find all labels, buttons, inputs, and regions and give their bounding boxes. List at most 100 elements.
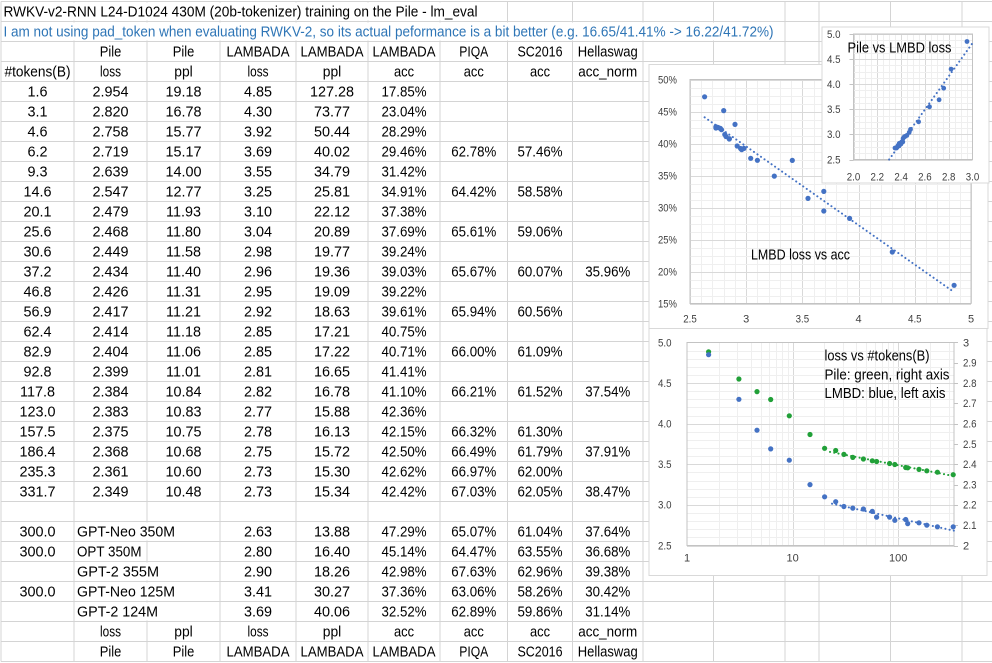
svg-text:3.41: 3.41 [244,584,272,600]
svg-text:39.24%: 39.24% [382,244,427,260]
svg-text:62.89%: 62.89% [451,604,496,620]
svg-text:11.18: 11.18 [166,324,201,340]
svg-text:2.8: 2.8 [963,378,977,390]
svg-text:Pile: Pile [100,644,122,660]
svg-text:GPT-2 124M: GPT-2 124M [77,604,158,620]
svg-text:22.12: 22.12 [314,204,350,220]
svg-text:2.719: 2.719 [92,144,128,160]
svg-text:2.85: 2.85 [244,344,272,360]
svg-text:19.36: 19.36 [314,264,350,280]
svg-text:2.81: 2.81 [244,364,272,380]
svg-text:300.0: 300.0 [19,544,55,560]
svg-text:2.78: 2.78 [244,424,272,440]
svg-text:63.55%: 63.55% [518,544,563,560]
svg-text:RWKV-v2-RNN L24-D1024 430M (20: RWKV-v2-RNN L24-D1024 430M (20b-tokenize… [4,4,478,20]
svg-text:40.75%: 40.75% [382,324,427,340]
svg-text:loss: loss [248,624,269,640]
svg-text:ppl: ppl [323,64,342,80]
svg-text:LMBD loss vs acc: LMBD loss vs acc [751,248,850,264]
svg-text:4.85: 4.85 [244,84,272,100]
svg-text:2.75: 2.75 [244,444,272,460]
svg-text:15.72: 15.72 [314,444,350,460]
svg-text:3.25: 3.25 [244,184,272,200]
svg-text:47.29%: 47.29% [382,524,427,540]
svg-text:2.399: 2.399 [92,364,128,380]
svg-text:58.26%: 58.26% [518,584,563,600]
svg-text:37.69%: 37.69% [382,224,427,240]
svg-text:10.68: 10.68 [165,444,201,460]
svg-text:I am not using pad_token when: I am not using pad_token when evaluating… [4,24,774,40]
svg-text:2.6: 2.6 [918,171,932,183]
svg-text:GPT-Neo 350M: GPT-Neo 350M [77,524,175,540]
svg-text:4: 4 [856,313,862,325]
svg-text:5.0: 5.0 [658,337,672,349]
svg-text:2.758: 2.758 [92,124,128,140]
svg-text:LAMBADA: LAMBADA [373,44,436,60]
svg-text:acc: acc [464,624,484,640]
svg-text:2: 2 [963,540,969,552]
svg-text:acc: acc [530,624,550,640]
svg-text:42.62%: 42.62% [382,464,427,480]
svg-text:2.0: 2.0 [847,171,861,183]
svg-text:3.0: 3.0 [827,129,841,141]
svg-text:38.47%: 38.47% [585,484,630,500]
svg-text:127.28: 127.28 [310,84,354,100]
svg-text:16.40: 16.40 [314,544,350,560]
svg-text:30.6: 30.6 [23,244,51,260]
svg-text:39.22%: 39.22% [382,284,427,300]
svg-text:3.10: 3.10 [244,204,272,220]
svg-text:3: 3 [743,313,749,325]
svg-text:4.6: 4.6 [27,124,47,140]
svg-text:42.15%: 42.15% [382,424,427,440]
svg-text:11.40: 11.40 [166,264,201,280]
svg-text:58.58%: 58.58% [518,184,563,200]
svg-text:SC2016: SC2016 [518,44,563,60]
svg-text:4.30: 4.30 [244,104,272,120]
svg-text:9.3: 9.3 [27,164,47,180]
svg-text:2.361: 2.361 [92,464,128,480]
svg-text:20.89: 20.89 [314,224,350,240]
svg-text:50%: 50% [658,74,677,86]
svg-text:64.42%: 64.42% [451,184,496,200]
svg-text:2.4: 2.4 [894,171,908,183]
svg-text:117.8: 117.8 [20,384,55,400]
svg-text:acc_norm: acc_norm [578,624,637,640]
svg-text:2.820: 2.820 [92,104,128,120]
svg-text:2.404: 2.404 [92,344,128,360]
svg-text:20%: 20% [658,266,677,278]
svg-text:66.97%: 66.97% [451,464,496,480]
svg-text:10.48: 10.48 [165,484,201,500]
svg-text:2.5: 2.5 [658,540,672,552]
svg-text:41.10%: 41.10% [382,384,427,400]
svg-text:30.42%: 30.42% [585,584,630,600]
svg-text:19.18: 19.18 [165,84,201,100]
svg-text:46.8: 46.8 [23,284,51,300]
svg-text:32.52%: 32.52% [382,604,427,620]
svg-text:2.4: 2.4 [963,459,977,471]
svg-text:16.65: 16.65 [314,364,350,380]
svg-text:92.8: 92.8 [23,364,51,380]
svg-text:61.09%: 61.09% [518,344,563,360]
svg-text:LMBD: blue, left axis: LMBD: blue, left axis [825,386,946,402]
svg-text:Pile: green, right axis: Pile: green, right axis [825,368,950,384]
svg-text:18.26: 18.26 [314,564,350,580]
svg-text:37.2: 37.2 [23,264,51,280]
svg-text:2.96: 2.96 [244,264,272,280]
svg-text:30%: 30% [658,202,677,214]
svg-text:2.77: 2.77 [244,404,272,420]
svg-text:2.73: 2.73 [244,484,272,500]
svg-text:2.2: 2.2 [963,500,977,512]
svg-text:15.34: 15.34 [314,484,350,500]
svg-text:2.414: 2.414 [92,324,128,340]
svg-text:40.71%: 40.71% [382,344,427,360]
svg-text:65.94%: 65.94% [451,304,496,320]
svg-text:61.30%: 61.30% [518,424,563,440]
svg-text:2.90: 2.90 [244,564,272,580]
svg-text:59.06%: 59.06% [518,224,563,240]
svg-text:acc: acc [394,624,414,640]
svg-text:2.98: 2.98 [244,244,272,260]
svg-text:66.49%: 66.49% [451,444,496,460]
svg-text:57.46%: 57.46% [518,144,563,160]
svg-text:1.6: 1.6 [27,84,47,100]
svg-text:SC2016: SC2016 [518,644,563,660]
